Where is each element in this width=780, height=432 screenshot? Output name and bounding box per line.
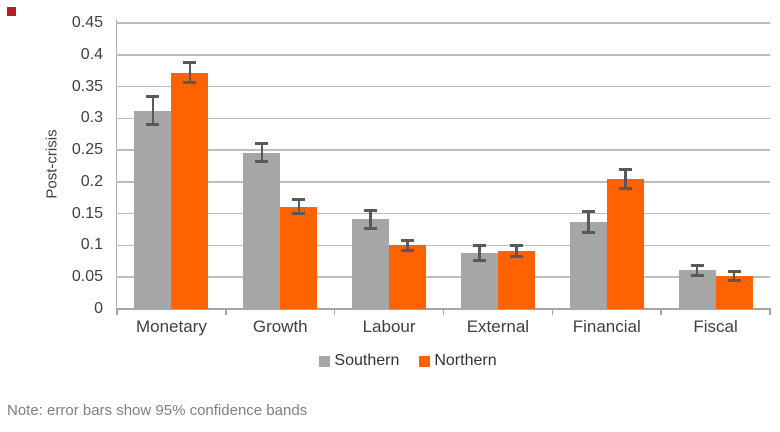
bar-southern-external: [460, 253, 498, 309]
error-bar-northern-labour-stem: [406, 240, 409, 251]
error-bar-southern-growth-cap-top: [255, 142, 269, 146]
y-tick-label: 0.4: [80, 45, 103, 63]
error-bar-southern-fiscal-stem: [695, 265, 699, 276]
error-bar-southern-labour-cap-bottom: [364, 226, 378, 230]
x-category-label-financial: Financial: [572, 317, 641, 336]
x-axis-tick: [769, 308, 771, 315]
x-axis-tick: [333, 308, 336, 315]
y-tick-label: 0.25: [71, 141, 103, 159]
x-axis-tick: [551, 308, 554, 315]
bar-northern-external: [497, 251, 535, 309]
y-tick-label: 0.35: [71, 77, 103, 95]
error-bar-southern-labour-cap-top: [364, 208, 378, 212]
error-bar-northern-growth-cap-top: [292, 198, 306, 202]
bar-southern-labour: [352, 219, 390, 309]
error-bar-southern-external-cap-bottom: [472, 259, 486, 263]
error-bar-southern-monetary-cap-top: [146, 95, 160, 99]
error-bar-northern-fiscal-stem: [732, 271, 736, 281]
legend-label-northern: Northern: [434, 352, 497, 369]
error-bar-northern-labour-cap-bottom: [401, 249, 415, 253]
error-bar-southern-external-stem: [478, 245, 481, 261]
error-bar-northern-labour-cap-top: [401, 238, 415, 242]
error-bar-southern-financial-cap-top: [581, 209, 595, 213]
y-tick-label: 0: [94, 300, 103, 317]
error-bar-northern-monetary-cap-top: [183, 60, 197, 64]
legend-label-southern: Southern: [334, 352, 400, 369]
error-bar-northern-financial-cap-bottom: [618, 186, 632, 190]
y-tick-label: 0.05: [71, 268, 103, 286]
y-tick-label: 0.1: [80, 236, 103, 254]
legend-item-southern: Southern: [319, 352, 399, 370]
bar-northern-growth: [280, 206, 318, 309]
gridline: [117, 244, 770, 247]
gridline: [117, 117, 770, 120]
error-bar-northern-growth-cap-bottom: [292, 212, 306, 216]
x-axis-tick: [442, 308, 445, 315]
gridline: [117, 181, 770, 183]
legend-swatch-southern: [319, 355, 331, 367]
error-bar-southern-monetary-stem: [151, 96, 155, 125]
bar-southern-growth: [243, 152, 281, 309]
legend: Southern Northern: [18, 352, 780, 370]
bar-southern-monetary: [134, 110, 172, 309]
error-bar-northern-external-cap-bottom: [509, 255, 523, 259]
error-bar-northern-financial-stem: [624, 169, 627, 189]
y-tick-label: 0.15: [71, 204, 103, 222]
gridline: [117, 276, 770, 278]
legend-swatch-northern: [419, 355, 431, 367]
error-bar-northern-financial-cap-top: [618, 167, 632, 171]
error-bar-southern-fiscal-cap-bottom: [690, 273, 704, 277]
error-bar-southern-growth-cap-bottom: [255, 160, 269, 164]
x-axis-tick: [660, 308, 662, 315]
bar-northern-monetary: [171, 72, 209, 309]
x-category-label-monetary: Monetary: [135, 317, 207, 336]
gridline: [117, 85, 770, 88]
y-axis-line: [115, 19, 117, 310]
bar-southern-financial: [569, 221, 607, 309]
x-category-label-external: External: [466, 317, 530, 336]
x-category-label-labour: Labour: [362, 317, 416, 336]
gridline: [117, 212, 770, 215]
y-tick-label: 0.45: [71, 14, 103, 31]
y-tick-label: 0.3: [80, 109, 103, 127]
error-bar-northern-external-cap-top: [509, 243, 523, 247]
error-bar-northern-fiscal-cap-bottom: [727, 278, 741, 282]
corner-red-mark: [7, 7, 16, 16]
gridline: [117, 54, 770, 56]
error-bar-southern-monetary-cap-bottom: [146, 123, 160, 127]
error-bar-northern-monetary-stem: [188, 62, 192, 83]
bar-northern-financial: [606, 178, 644, 309]
y-tick-label: 0.2: [80, 172, 103, 190]
error-bar-northern-external-stem: [515, 245, 518, 257]
error-bar-southern-growth-stem: [260, 143, 263, 162]
bar-northern-labour: [389, 245, 427, 309]
error-bar-southern-external-cap-top: [472, 243, 486, 247]
x-axis-tick: [225, 308, 227, 315]
error-bar-northern-monetary-cap-bottom: [183, 81, 197, 85]
error-bar-southern-labour-stem: [369, 210, 372, 229]
error-bar-northern-growth-stem: [297, 199, 300, 214]
legend-item-northern: Northern: [419, 352, 497, 370]
gridline: [117, 22, 770, 24]
error-bar-southern-financial-stem: [587, 211, 590, 233]
x-category-label-fiscal: Fiscal: [693, 317, 738, 336]
x-category-label-growth: Growth: [252, 317, 308, 336]
gridline: [117, 149, 770, 151]
error-bar-southern-financial-cap-bottom: [581, 231, 595, 235]
error-bar-southern-fiscal-cap-top: [690, 263, 704, 267]
footnote: Note: error bars show 95% confidence ban…: [7, 402, 308, 419]
x-axis-tick: [116, 308, 118, 315]
error-bar-northern-fiscal-cap-top: [727, 270, 741, 273]
